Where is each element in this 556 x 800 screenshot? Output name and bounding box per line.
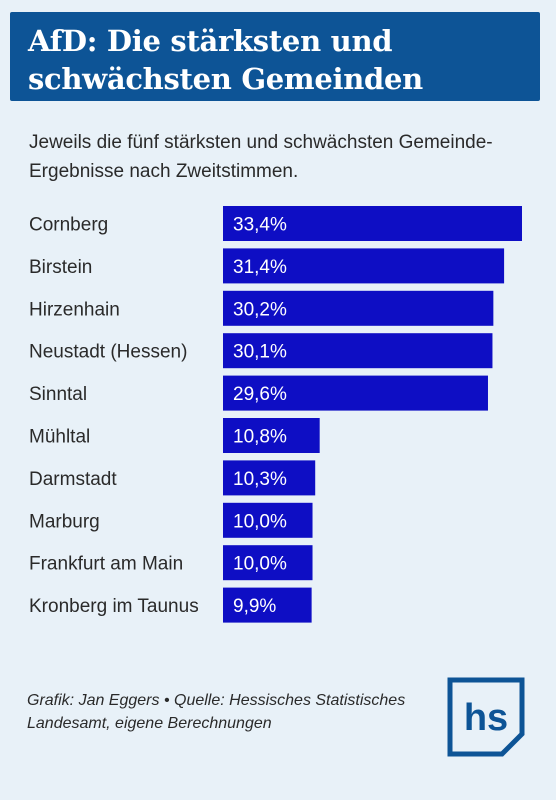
category-label: Mühltal <box>29 427 90 448</box>
category-label: Marburg <box>29 511 100 532</box>
bar-value-label: 10,0% <box>233 511 287 532</box>
category-label: Sinntal <box>29 384 87 405</box>
title-banner: AfD: Die stärksten und schwächsten Gemei… <box>10 12 540 101</box>
chart-subtitle: Jeweils die fünf stärksten und schwächst… <box>29 132 493 182</box>
category-label: Darmstadt <box>29 469 117 490</box>
category-label: Kronberg im Taunus <box>29 596 199 617</box>
category-label: Frankfurt am Main <box>29 554 183 575</box>
bar <box>223 248 505 284</box>
category-label: Cornberg <box>29 215 108 236</box>
category-label: Neustadt (Hessen) <box>29 342 187 363</box>
page-title: AfD: Die stärksten und schwächsten Gemei… <box>28 24 423 96</box>
bar-value-label: 10,3% <box>233 469 287 490</box>
logo-text: hs <box>464 697 508 739</box>
bar-value-label: 30,1% <box>233 342 287 363</box>
bar-value-label: 10,8% <box>233 427 287 448</box>
hs-logo-icon: hs <box>447 677 525 757</box>
bar-value-label: 29,6% <box>233 384 287 405</box>
bar-value-label: 31,4% <box>233 257 287 278</box>
bar <box>223 375 488 411</box>
bar-value-label: 10,0% <box>233 554 287 575</box>
category-label: Hirzenhain <box>29 299 120 320</box>
bar-value-label: 33,4% <box>233 215 287 236</box>
bar <box>223 587 312 623</box>
bar <box>223 460 316 496</box>
bar <box>223 418 320 453</box>
bar <box>223 206 522 241</box>
bar <box>223 545 313 581</box>
bar-value-label: 30,2% <box>233 299 287 320</box>
category-label: Birstein <box>29 257 92 278</box>
source-credit: Grafik: Jan Eggers • Quelle: Hessisches … <box>27 692 406 732</box>
bar-value-label: 9,9% <box>233 596 276 617</box>
bar <box>223 502 313 538</box>
bar <box>223 333 493 369</box>
bar <box>223 290 494 326</box>
